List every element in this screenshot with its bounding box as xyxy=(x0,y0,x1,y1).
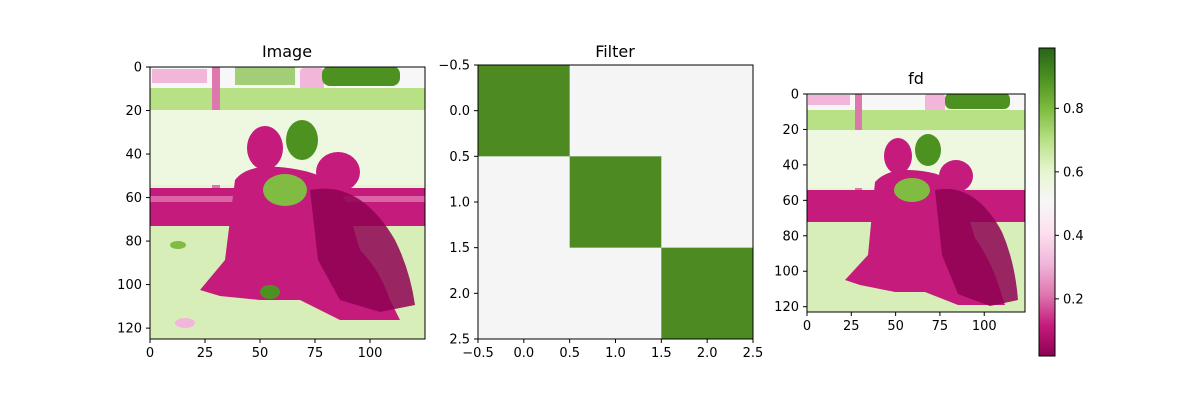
image-sky-green-left xyxy=(235,67,295,85)
fd-x-tick-label: 0 xyxy=(803,319,811,334)
fd-sky-pink xyxy=(808,95,850,105)
fd-y-tick-label: 40 xyxy=(782,158,799,173)
image-x-tick-label: 50 xyxy=(252,346,269,361)
fd-child-left-head xyxy=(884,138,912,174)
fd-sky-pink-mid xyxy=(925,94,945,112)
image-x-tick-label: 0 xyxy=(146,346,154,361)
colorbar-tick-label: 0.6 xyxy=(1063,165,1084,180)
image-child-left-head xyxy=(247,126,283,170)
fd-x-ticks: 0 25 50 75 100 xyxy=(803,312,997,334)
image-child-shirt xyxy=(263,174,307,206)
fd-x-tick-label: 25 xyxy=(843,319,860,334)
filter-y-tick-label: 1.0 xyxy=(449,196,470,211)
image-y-tick-label: 40 xyxy=(125,148,142,163)
image-panel: Image xyxy=(117,42,426,361)
fd-y-tick-label: 80 xyxy=(782,229,799,244)
colorbar-tick-label: 0.8 xyxy=(1063,102,1084,117)
image-sky-pink-left xyxy=(152,69,207,83)
image-x-tick-label: 100 xyxy=(358,346,383,361)
filter-title: Filter xyxy=(595,42,635,61)
fd-y-ticks: 0 20 40 60 80 100 120 xyxy=(774,88,807,315)
colorbar-frame xyxy=(1038,47,1056,357)
image-x-tick-label: 25 xyxy=(197,346,214,361)
filter-x-tick-label: 1.0 xyxy=(605,346,626,361)
image-y-tick-label: 80 xyxy=(125,235,142,250)
fd-y-tick-label: 60 xyxy=(782,194,799,209)
filter-y-ticks: −0.5 0.0 0.5 1.0 1.5 2.0 2.5 xyxy=(438,59,478,348)
filter-cell xyxy=(478,156,571,249)
fd-title: fd xyxy=(908,69,924,88)
colorbar-gradient xyxy=(1039,48,1055,356)
fd-x-tick-label: 75 xyxy=(932,319,949,334)
image-y-tick-label: 0 xyxy=(134,61,142,76)
filter-y-tick-label: 1.5 xyxy=(449,241,470,256)
filter-cell xyxy=(569,247,662,340)
image-heatmap xyxy=(150,67,425,339)
image-x-tick-label: 75 xyxy=(307,346,324,361)
filter-x-tick-label: 0.5 xyxy=(559,346,580,361)
fd-y-tick-label: 100 xyxy=(774,265,799,280)
image-y-tick-label: 100 xyxy=(117,278,142,293)
image-x-ticks: 0 25 50 75 100 xyxy=(146,339,383,361)
image-child-right-head xyxy=(286,120,318,160)
fd-child-shirt xyxy=(894,178,930,202)
fd-green-band xyxy=(807,110,1025,130)
filter-x-tick-label: 2.5 xyxy=(743,346,764,361)
filter-heatmap xyxy=(478,65,754,340)
filter-y-tick-label: 0.5 xyxy=(449,150,470,165)
image-grass-spot xyxy=(170,241,186,249)
fd-x-tick-label: 50 xyxy=(887,319,904,334)
filter-cell xyxy=(661,65,754,157)
filter-cell xyxy=(478,65,571,157)
colorbar-tick-label: 0.2 xyxy=(1063,292,1084,307)
fd-sky-green xyxy=(945,94,1010,109)
image-child-leg xyxy=(260,285,280,299)
fd-dog-body xyxy=(935,188,1018,306)
fd-heatmap xyxy=(807,94,1025,312)
colorbar: 0.2 0.4 0.6 0.8 xyxy=(1038,47,1084,357)
fd-y-tick-label: 20 xyxy=(782,123,799,138)
image-title: Image xyxy=(262,42,312,61)
image-dog-body xyxy=(310,188,415,312)
fd-child-right-head xyxy=(915,134,941,166)
filter-x-tick-label: 2.0 xyxy=(697,346,718,361)
filter-x-tick-label: −0.5 xyxy=(462,346,494,361)
filter-cell xyxy=(478,247,571,340)
image-sky-pink-mid xyxy=(300,68,324,94)
filter-y-tick-label: 2.5 xyxy=(449,333,470,348)
filter-cell xyxy=(569,65,662,157)
fd-panel: fd 0 25 50 75 100 0 20 40 60 80 100 120 xyxy=(774,69,1026,334)
image-sky-green-right xyxy=(322,67,400,86)
filter-cell xyxy=(569,156,662,249)
filter-panel: Filter −0.5 0.0 0.5 1.0 1.5 2.0 2.5 −0.5 0.0 0.5… xyxy=(438,42,763,361)
image-y-tick-label: 60 xyxy=(125,191,142,206)
image-green-band xyxy=(150,88,425,110)
filter-x-tick-label: 0.0 xyxy=(513,346,534,361)
filter-cell xyxy=(661,247,754,340)
filter-y-tick-label: −0.5 xyxy=(438,59,470,74)
colorbar-tick-label: 0.4 xyxy=(1063,229,1084,244)
fd-x-tick-label: 100 xyxy=(972,319,997,334)
fd-y-tick-label: 0 xyxy=(791,88,799,103)
image-axes-frame xyxy=(149,66,426,340)
filter-cell xyxy=(661,156,754,249)
fd-y-tick-label: 120 xyxy=(774,300,799,315)
fd-axes-frame xyxy=(806,93,1026,313)
image-y-ticks: 0 20 40 60 80 100 120 xyxy=(117,61,150,337)
filter-y-tick-label: 0.0 xyxy=(449,104,470,119)
filter-y-tick-label: 2.0 xyxy=(449,287,470,302)
image-y-tick-label: 20 xyxy=(125,104,142,119)
filter-x-tick-label: 1.5 xyxy=(651,346,672,361)
filter-x-ticks: −0.5 0.0 0.5 1.0 1.5 2.0 2.5 xyxy=(462,339,763,361)
colorbar-ticks: 0.2 0.4 0.6 0.8 xyxy=(1055,102,1084,307)
image-y-tick-label: 120 xyxy=(117,322,142,337)
image-pink-spot xyxy=(175,318,195,328)
